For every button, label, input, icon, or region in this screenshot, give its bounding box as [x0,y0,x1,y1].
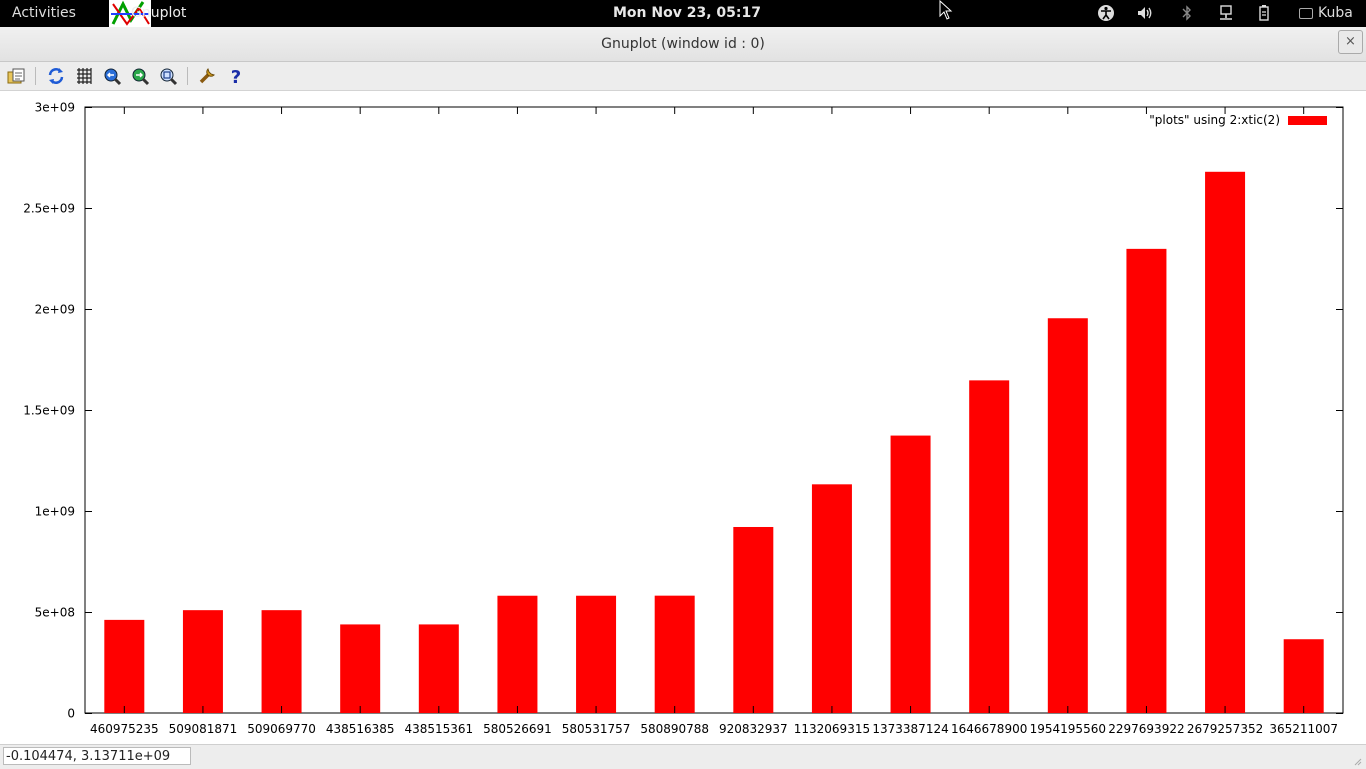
x-tick-label: 1132069315 [794,722,870,736]
gnuplot-app-icon[interactable] [109,0,151,27]
x-tick-label: 580890788 [640,722,709,736]
bar [1047,318,1088,713]
bar [890,435,931,713]
y-tick-label: 5e+08 [35,606,75,620]
volume-icon[interactable] [1136,4,1154,22]
x-tick-label: 580531757 [562,722,631,736]
bluetooth-icon[interactable] [1178,4,1196,22]
bar [654,595,695,713]
bar-chart: 0 5e+08 1e+09 1.5e+09 2e+09 2.5e+09 3e+09 46097… [23,101,1344,736]
bar [104,619,145,713]
bar [340,624,381,713]
x-tick-label: 920832937 [719,722,788,736]
status-bar: -0.104474, 3.13711e+09 [0,744,1366,769]
x-tick-label: 509081871 [169,722,238,736]
network-icon[interactable] [1217,4,1235,22]
legend-swatch [1288,116,1327,125]
resize-grip-icon[interactable] [1352,756,1362,766]
x-tick-label: 2679257352 [1187,722,1263,736]
x-tick-label: 1646678900 [951,722,1027,736]
plot-canvas[interactable]: 0 5e+08 1e+09 1.5e+09 2e+09 2.5e+09 3e+09 46097… [0,91,1366,744]
close-button[interactable]: × [1338,30,1363,54]
zoom-previous-icon[interactable] [101,65,123,87]
bar [576,595,617,713]
bar [811,484,852,713]
top-bar: Activities Gnuplot Mon Nov 23, 05:17 Kub… [0,0,1366,27]
y-tick-label: 0 [67,707,75,721]
bar [733,526,774,713]
bar [1205,171,1246,713]
toolbar-separator [35,67,36,85]
activities-button[interactable]: Activities [12,5,76,21]
x-tick-label: 438515361 [404,722,473,736]
toolbar: ? [0,62,1366,91]
user-status-icon [1299,8,1313,19]
zoom-next-icon[interactable] [129,65,151,87]
accessibility-icon[interactable] [1097,4,1115,22]
settings-icon[interactable] [196,65,218,87]
x-tick-label: 509069770 [247,722,316,736]
x-tick-label: 2297693922 [1108,722,1184,736]
bar [1126,248,1167,713]
mouse-coordinates-readout: -0.104474, 3.13711e+09 [3,747,191,765]
toolbar-separator [187,67,188,85]
x-tick-label: 365211007 [1269,722,1338,736]
user-menu[interactable]: Kuba [1318,5,1353,21]
x-tick-label: 460975235 [90,722,159,736]
app-menu[interactable]: Gnuplot [131,5,187,21]
y-tick-label: 2e+09 [35,303,75,317]
bar [1283,639,1324,713]
grid-icon[interactable] [73,65,95,87]
legend-label: "plots" using 2:xtic(2) [1149,113,1280,127]
y-tick-label: 1.5e+09 [23,404,75,418]
y-tick-label: 2.5e+09 [23,202,75,216]
window-titlebar[interactable]: Gnuplot (window id : 0) [0,27,1366,62]
battery-icon[interactable] [1255,4,1273,22]
clock[interactable]: Mon Nov 23, 05:17 [613,5,761,21]
y-tick-label: 3e+09 [35,101,75,115]
svg-text:?: ? [231,67,241,87]
y-tick-label: 1e+09 [35,505,75,519]
bar [969,380,1010,713]
window-title: Gnuplot (window id : 0) [601,36,765,52]
unzoom-icon[interactable] [157,65,179,87]
mouse-cursor-icon [939,0,953,20]
help-icon[interactable]: ? [225,65,247,87]
x-tick-label: 1373387124 [872,722,948,736]
replot-icon[interactable] [45,65,67,87]
x-tick-label: 438516385 [326,722,395,736]
x-tick-label: 1954195560 [1030,722,1106,736]
export-icon[interactable] [5,65,27,87]
bar [261,610,302,713]
bar [418,624,459,713]
x-tick-label: 580526691 [483,722,552,736]
bar [497,595,538,713]
bar [182,610,223,713]
